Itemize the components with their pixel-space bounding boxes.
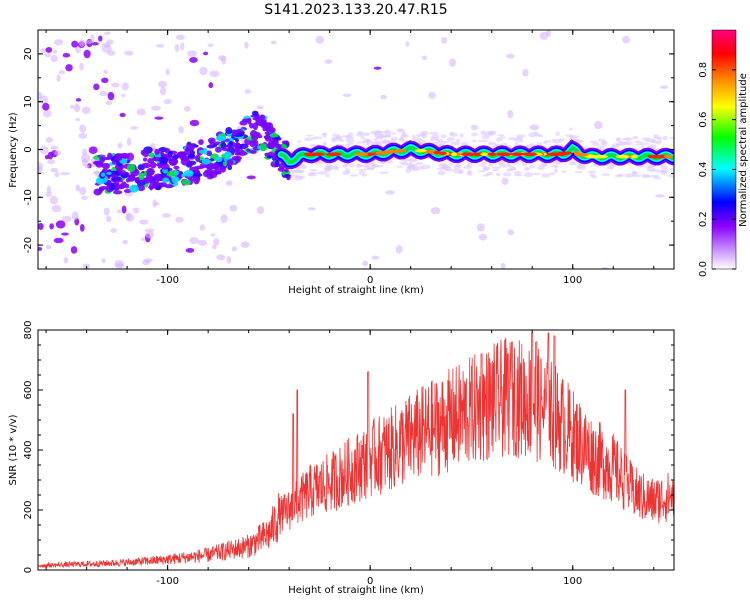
spectrogram-ytick-label: 10 [23,95,34,108]
colorbar-ticks: 0.0 0.2 0.4 0.6 0.8 [698,62,736,277]
spectrogram-ytick-label: 20 [23,48,34,61]
figure-title: S141.2023.133.20.47.R15 [264,2,447,18]
spectrogram-ridge-band [274,139,674,170]
snr-ticks: -100 0 100 0 200 400 600 800 [23,320,674,587]
spectrogram-xtick-label: 100 [563,275,582,286]
spectrogram-ytick-label: 0 [23,146,34,152]
spectrogram-xlabel: Height of straight line (km) [288,285,424,296]
colorbar-tick-label: 0.2 [698,211,709,227]
snr-ylabel: SNR (10 * v/v) [8,414,19,485]
snr-ytick-label: 600 [23,380,34,399]
spectrogram-ytick-label: -10 [23,189,34,205]
colorbar-tick-label: 0.0 [698,261,709,277]
spectrogram-content [38,30,674,269]
snr-xlabel: Height of straight line (km) [288,585,424,596]
snr-content [38,332,674,569]
colorbar-tick-label: 0.6 [698,112,709,128]
colorbar-tick-label: 0.4 [698,161,709,177]
colorbar-tick-label: 0.8 [698,62,709,78]
spectrogram-ridge-blobs [92,110,292,196]
spectrogram-ytick-label: -20 [23,237,34,253]
snr-xtick-label: -100 [156,576,179,587]
snr-ytick-label: 200 [23,500,34,519]
snr-ytick-label: 400 [23,440,34,459]
spectrogram-ylabel: Frequency (Hz) [8,112,19,188]
snr-series-line [38,332,674,569]
colorbar: 0.0 0.2 0.4 0.6 0.8 Normalized spectral ampl… [698,29,749,277]
spectrogram-xtick-label: 0 [367,275,373,286]
colorbar-gradient [711,29,737,270]
snr-ytick-label: 0 [23,567,34,573]
spectrogram-xtick-label: -100 [156,275,179,286]
snr-panel: -100 0 100 0 200 400 600 800 Height of straight… [8,320,675,596]
colorbar-label: Normalized spectral amplitude [738,73,749,227]
snr-xtick-label: 0 [367,576,373,587]
snr-ytick-label: 800 [23,320,34,339]
snr-xtick-label: 100 [563,576,582,587]
